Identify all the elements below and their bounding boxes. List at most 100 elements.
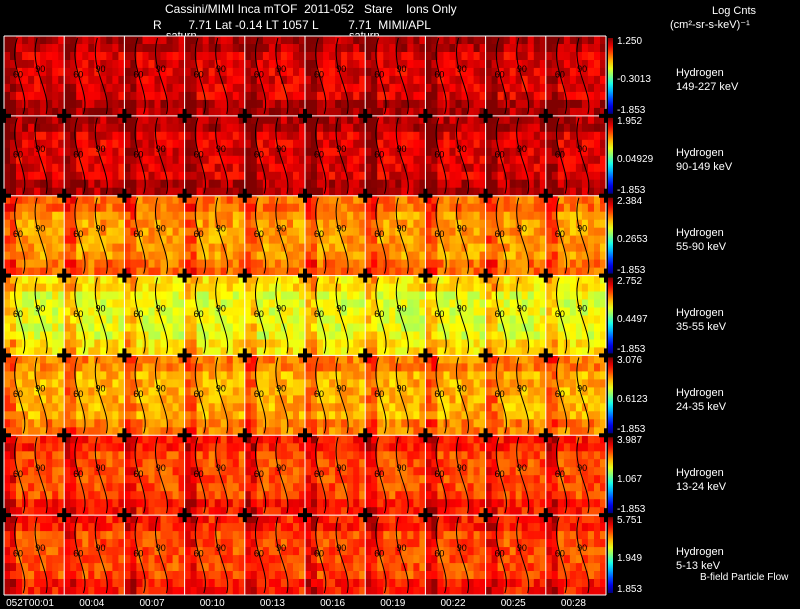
heatmap-cell [587,67,595,77]
heatmap-cell [413,307,420,316]
heatmap-cell [594,323,601,332]
heatmap-cell [46,123,53,133]
heatmap-cell [545,299,553,308]
heatmap-cell [383,379,390,388]
heatmap-cell [118,60,125,69]
heatmap-cell [70,179,77,189]
heatmap-cell [58,139,65,149]
heatmap-cell [383,139,390,149]
heatmap-cell [539,115,547,125]
heatmap-cell [70,195,77,205]
heatmap-cell [130,363,137,372]
heatmap-cell [196,147,204,157]
heatmap-cell [232,347,240,356]
heatmap-cell [413,259,420,269]
heatmap-cell [100,99,107,109]
heatmap-cell [419,211,426,221]
heatmap-cell [299,283,306,293]
heatmap-cell [311,227,318,237]
heatmap-cell [100,419,107,428]
heatmap-cell [419,411,426,420]
heatmap-cell [581,36,589,45]
contour-line [435,357,447,434]
heatmap-cell [250,315,258,324]
heatmap-cell [58,427,65,436]
heatmap-cell [154,147,161,157]
heatmap-cell [28,219,35,229]
heatmap-cell [479,147,487,157]
heatmap-cell [202,419,210,428]
heatmap-cell [88,99,95,109]
heatmap-cell [581,251,589,261]
heatmap-cell [587,331,595,340]
heatmap-cell [178,131,186,141]
heatmap-cell [395,411,402,420]
heatmap-cell [262,44,270,53]
heatmap-cell [280,36,288,45]
heatmap-cell [347,52,354,61]
heatmap-cell [413,371,420,380]
heatmap-cell [407,44,414,53]
heatmap-cell [539,36,547,45]
heatmap-cell [587,243,595,253]
heatmap-cell [449,299,456,308]
heatmap-cell [389,339,396,348]
heatmap-cell [383,219,390,229]
heatmap-cell [383,83,390,93]
heatmap-cell [94,155,101,165]
heatmap-cell [509,147,517,157]
contour-label: 60 [254,389,264,399]
heatmap-cell [581,123,589,133]
heatmap-cell [274,91,282,101]
heatmap-cell [407,171,414,181]
heatmap-cell [359,147,366,157]
contour-label: 60 [194,389,204,399]
heatmap-cell [600,139,607,149]
heatmap-cell [443,403,450,412]
heatmap-cell [226,291,234,300]
heatmap-cell [196,83,204,93]
heatmap-cell [293,131,300,141]
heatmap-cell [323,411,330,420]
heatmap-cell [503,52,511,61]
heatmap-cell [76,195,83,205]
heatmap-cell [178,251,186,261]
heatmap-cell [533,60,541,69]
heatmap-cell [184,91,192,101]
heatmap-cell [130,123,137,133]
heatmap-cell [28,299,35,308]
heatmap-cell [82,60,89,69]
heatmap-cell [353,323,360,332]
heatmap-cell [449,323,456,332]
heatmap-cell [226,243,234,253]
heatmap-cell [268,227,276,237]
heatmap-cell [413,243,420,253]
heatmap-cell [118,355,125,364]
heatmap-cell [317,371,324,380]
heatmap-cell [371,75,378,85]
heatmap-cell [335,75,342,85]
heatmap-cell [46,355,53,364]
heatmap-cell [52,60,59,69]
heatmap-cell [28,315,35,324]
heatmap-cell [52,347,59,356]
heatmap-cell [220,427,228,436]
heatmap-cell [545,235,553,245]
heatmap-cell [16,403,23,412]
heatmap-cell [22,60,29,69]
heatmap-cell [497,179,505,189]
heatmap-cell [112,315,119,324]
heatmap-cell [94,131,101,141]
heatmap-cell [220,267,228,277]
heatmap-cell [503,187,511,197]
heatmap-cell [106,371,113,380]
heatmap-cell [118,331,125,340]
heatmap-cell [256,403,264,412]
heatmap-cell [371,203,378,213]
heatmap-cell [244,115,252,125]
heatmap-cell [377,307,384,316]
heatmap-cell [58,387,65,396]
heatmap-cell [425,36,432,45]
heatmap-cell [208,419,216,428]
heatmap-cell [274,347,282,356]
